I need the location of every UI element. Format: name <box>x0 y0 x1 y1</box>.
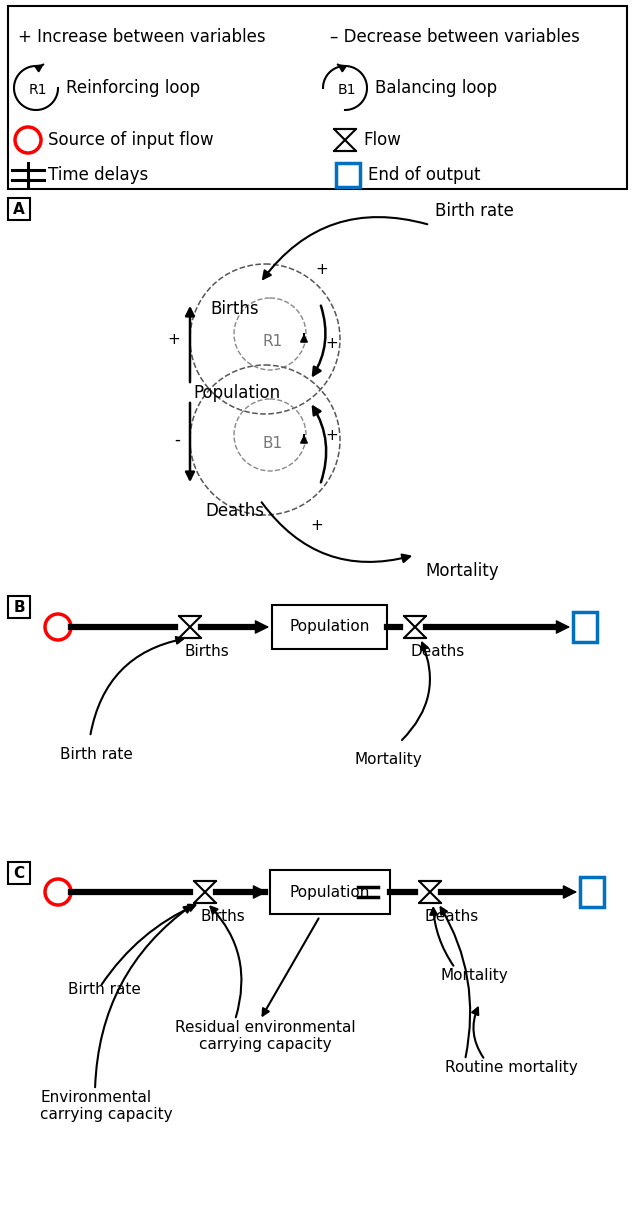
Text: Deaths: Deaths <box>425 909 479 924</box>
FancyBboxPatch shape <box>8 198 30 221</box>
Text: Mortality: Mortality <box>425 562 498 580</box>
Text: + Increase between variables: + Increase between variables <box>18 28 265 46</box>
Text: Reinforcing loop: Reinforcing loop <box>66 79 200 97</box>
FancyBboxPatch shape <box>8 6 627 188</box>
Text: Balancing loop: Balancing loop <box>375 79 497 97</box>
Text: +: + <box>315 262 328 277</box>
Text: Births: Births <box>185 644 230 659</box>
Text: Deaths: Deaths <box>410 644 464 659</box>
Text: Birth rate: Birth rate <box>435 202 514 221</box>
FancyBboxPatch shape <box>272 605 387 649</box>
Text: +: + <box>325 428 338 442</box>
Text: Mortality: Mortality <box>355 752 423 768</box>
Text: C: C <box>13 866 25 881</box>
Text: Population: Population <box>194 384 281 402</box>
Text: Time delays: Time delays <box>48 166 148 184</box>
Text: Mortality: Mortality <box>440 968 508 983</box>
Text: Birth rate: Birth rate <box>60 747 133 763</box>
Text: +: + <box>310 517 323 532</box>
Text: B: B <box>13 600 25 615</box>
Text: Deaths: Deaths <box>206 501 265 520</box>
Text: – Decrease between variables: – Decrease between variables <box>330 28 580 46</box>
Text: Routine mortality: Routine mortality <box>445 1060 578 1076</box>
FancyBboxPatch shape <box>8 596 30 618</box>
Text: +: + <box>325 335 338 350</box>
Text: R1: R1 <box>29 83 47 97</box>
Text: Birth rate: Birth rate <box>68 982 141 997</box>
Text: B1: B1 <box>263 435 283 451</box>
Text: Environmental
carrying capacity: Environmental carrying capacity <box>40 1090 173 1122</box>
Text: Population: Population <box>290 885 370 899</box>
Text: +: + <box>167 331 180 346</box>
Text: Births: Births <box>200 909 244 924</box>
FancyBboxPatch shape <box>573 612 597 642</box>
Text: -: - <box>174 431 180 448</box>
Text: Population: Population <box>290 620 370 634</box>
Text: Residual environmental
carrying capacity: Residual environmental carrying capacity <box>175 1020 356 1052</box>
FancyBboxPatch shape <box>336 163 360 187</box>
FancyBboxPatch shape <box>270 870 390 914</box>
FancyBboxPatch shape <box>580 877 604 907</box>
Text: B1: B1 <box>338 83 356 97</box>
Text: R1: R1 <box>263 335 283 350</box>
Text: Births: Births <box>211 301 259 318</box>
Text: A: A <box>13 202 25 217</box>
Text: Flow: Flow <box>363 131 401 149</box>
FancyBboxPatch shape <box>8 862 30 885</box>
Text: End of output: End of output <box>368 166 481 184</box>
Text: Source of input flow: Source of input flow <box>48 131 213 149</box>
